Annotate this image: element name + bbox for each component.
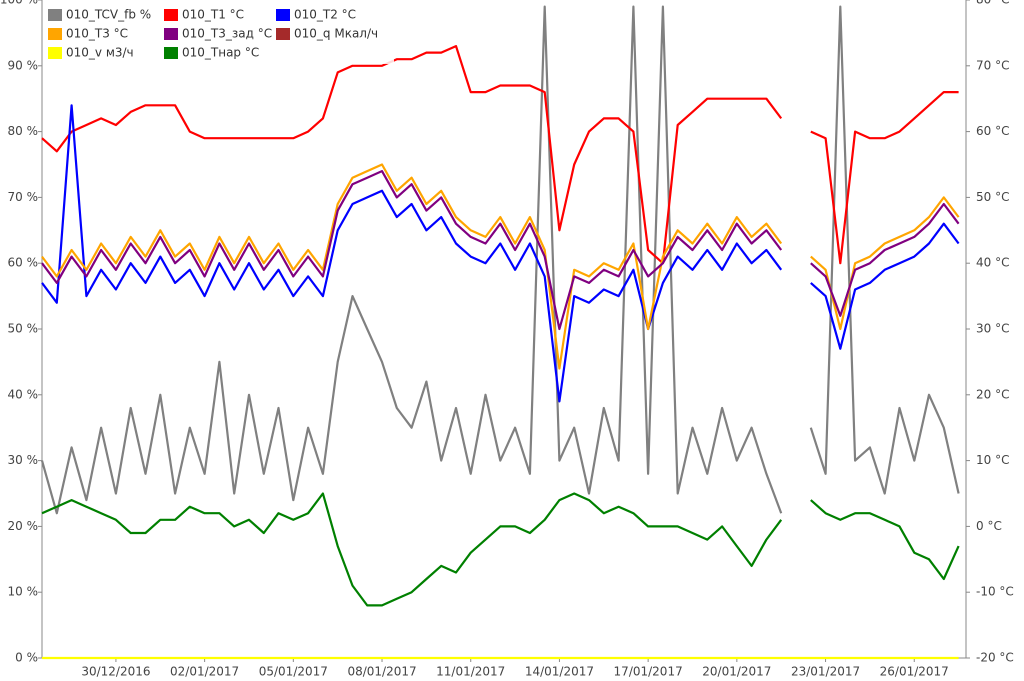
series-line	[40, 5, 960, 515]
legend-swatch	[164, 47, 178, 59]
legend-label: 010_T3 °C	[66, 27, 128, 41]
y2-tick-label: -20 °C	[976, 651, 1014, 665]
series-line	[41, 492, 960, 607]
legend-label: 010_T3_зад °C	[182, 27, 272, 41]
series-line	[41, 45, 959, 265]
legend-label: 010_v м3/ч	[66, 46, 134, 60]
legend-swatch	[164, 28, 178, 40]
y-tick-label: 30 %	[8, 453, 39, 467]
legend-box	[44, 4, 394, 64]
y-tick-label: 60 %	[8, 256, 39, 270]
legend-swatch	[48, 9, 62, 21]
series-line	[41, 163, 960, 370]
y2-tick-label: 0 °C	[976, 519, 1002, 533]
x-tick-label: 11/01/2017	[436, 665, 505, 679]
y-tick-label: 10 %	[8, 585, 39, 599]
x-tick-label: 17/01/2017	[614, 665, 683, 679]
legend-label: 010_T1 °C	[182, 8, 244, 22]
x-tick-label: 30/12/2016	[81, 665, 150, 679]
y2-tick-label: -10 °C	[976, 585, 1014, 599]
legend-label: 010_TCV_fb %	[66, 8, 151, 22]
x-tick-label: 02/01/2017	[170, 665, 239, 679]
x-tick-label: 20/01/2017	[702, 665, 771, 679]
y2-tick-label: 70 °C	[976, 58, 1009, 72]
y-tick-label: 70 %	[8, 190, 39, 204]
y-tick-label: 50 %	[8, 322, 39, 336]
series-line	[41, 170, 960, 331]
legend-label: 010_T2 °C	[294, 8, 356, 22]
y-tick-label: 80 %	[8, 124, 39, 138]
legend-swatch	[276, 28, 290, 40]
y-tick-label: 90 %	[8, 58, 39, 72]
y2-tick-label: 10 °C	[976, 453, 1009, 467]
legend-swatch	[48, 28, 62, 40]
legend-swatch	[164, 9, 178, 21]
x-tick-label: 14/01/2017	[525, 665, 594, 679]
y2-tick-label: 40 °C	[976, 256, 1009, 270]
x-tick-label: 23/01/2017	[791, 665, 860, 679]
y2-tick-label: 30 °C	[976, 322, 1009, 336]
legend-label: 010_q Мкал/ч	[294, 27, 378, 41]
y2-tick-label: 80 °C	[976, 0, 1009, 7]
legend: 010_TCV_fb % 010_T1 °C 010_T2 °C 010_T3 °C 0…	[44, 4, 394, 64]
x-tick-label: 08/01/2017	[347, 665, 416, 679]
y-tick-label: 100 %	[0, 0, 38, 7]
y2-tick-label: 20 °C	[976, 387, 1009, 401]
x-tick-label: 05/01/2017	[259, 665, 328, 679]
legend-label: 010_Тнар °C	[182, 46, 259, 60]
legend-swatch	[48, 47, 62, 59]
legend-swatch	[276, 9, 290, 21]
y-tick-label: 0 %	[15, 651, 38, 665]
y-tick-label: 40 %	[8, 387, 39, 401]
y2-tick-label: 50 °C	[976, 190, 1009, 204]
y2-tick-label: 60 °C	[976, 124, 1009, 138]
series-line	[41, 104, 960, 403]
x-tick-label: 26/01/2017	[880, 665, 949, 679]
y-tick-label: 20 %	[8, 519, 39, 533]
